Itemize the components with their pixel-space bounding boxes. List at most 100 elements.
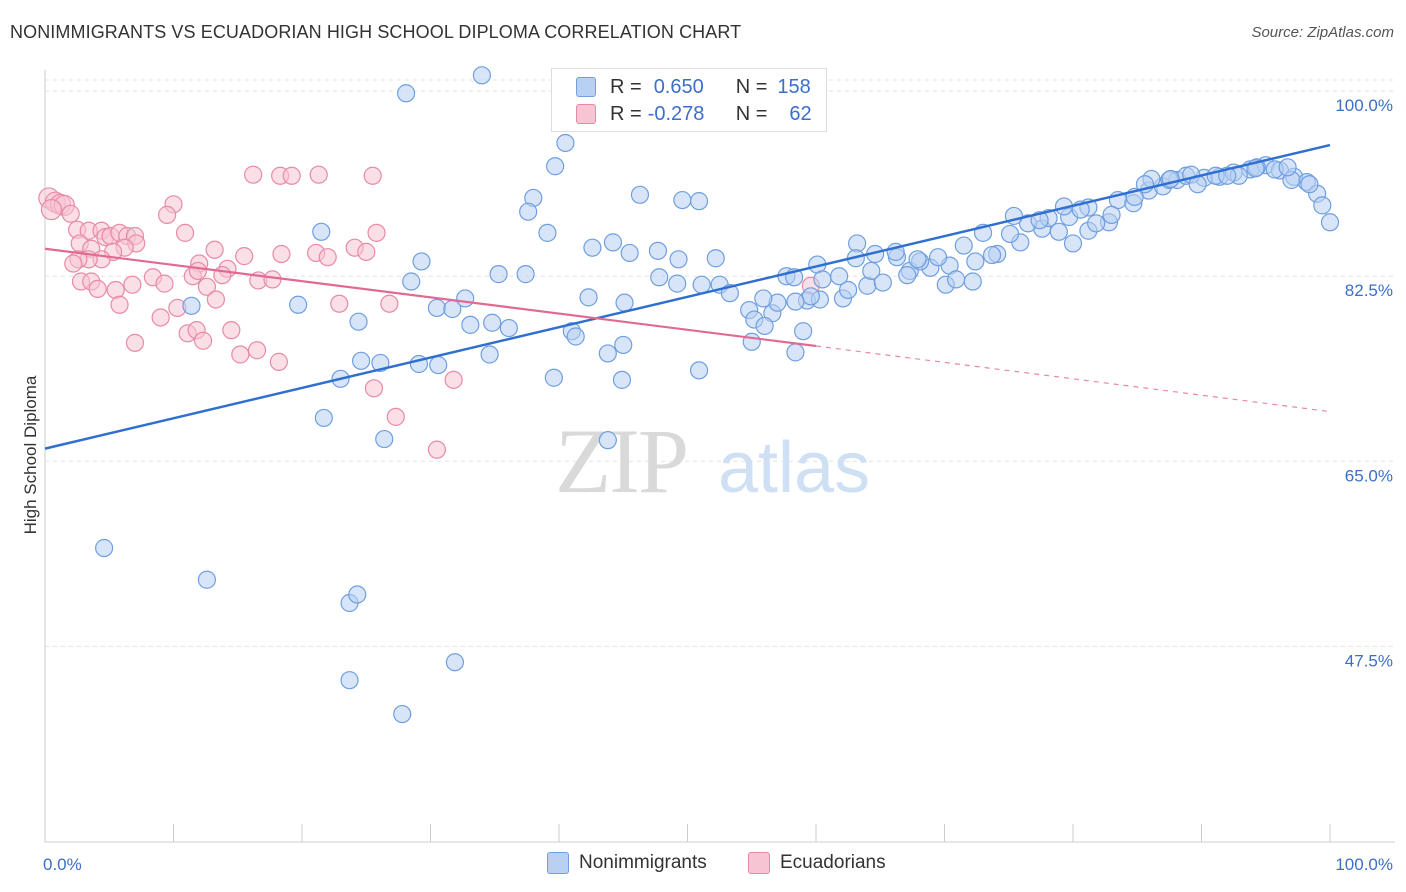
ecuadorians-point [40,198,63,221]
legend-row-ecuadorians: R = -0.278 N = 62 [576,101,812,127]
nonimmigrants-point [546,157,565,176]
nonimmigrants-point [375,429,394,449]
legend-n-value: 158 [777,75,811,98]
nonimmigrants-point [429,355,448,375]
ecuadorians-point [427,440,447,459]
ecuadorians-trend-line [44,247,817,348]
watermark-atlas: atlas [718,428,870,508]
nonimmigrants-point [612,370,632,389]
nonimmigrants-point [966,252,985,271]
nonimmigrants-point [898,266,917,285]
nonimmigrants-point [839,280,858,300]
nonimmigrants-point [544,368,563,387]
nonimmigrants-point [862,261,881,281]
nonimmigrants-point [786,292,805,311]
ecuadorians-point [363,166,382,185]
nonimmigrants-point [566,327,585,346]
ecuadorians-point [110,295,129,314]
legend-n-label: N = [735,75,768,98]
nonimmigrants-point [706,249,725,268]
nonimmigrants-point [668,274,687,293]
nonimmigrants-point [908,250,927,269]
nonimmigrants-point [982,245,1002,265]
nonimmigrants-point [579,288,598,307]
nonimmigrants-point [516,265,535,284]
legend-item-nonimmigrants[interactable]: Nonimmigrants [547,852,707,874]
series-legend: Nonimmigrants Ecuadorians [0,848,1406,880]
nonimmigrants-points [95,66,1340,724]
x-tick-label: 0.0% [43,855,82,874]
nonimmigrants-point [349,312,368,331]
ecuadorians-point [444,370,463,389]
nonimmigrants-point [314,408,333,428]
nonimmigrants-point [598,431,617,450]
nonimmigrants-point [412,252,431,271]
legend-item-ecuadorians[interactable]: Ecuadorians [748,852,886,874]
nonimmigrants-point [754,289,773,308]
ecuadorians-point [263,270,282,289]
ecuadorians-point [269,352,288,371]
nonimmigrants-point [427,298,447,318]
ecuadorians-point [197,277,217,296]
nonimmigrants-point [312,222,331,241]
nonimmigrants-point [472,66,491,85]
nonimmigrants-point [648,241,668,260]
ecuadorians-point [61,204,80,223]
nonimmigrants-point [650,268,669,287]
ecuadorians-point [206,290,226,309]
ecuadorians-point [175,223,195,242]
nonimmigrants-point [461,315,480,334]
ecuadorians-point [157,205,177,224]
grid-layer [45,79,1395,647]
nonimmigrants-point [1087,214,1106,233]
legend-swatch-nonimmigrants [547,852,569,874]
legend-swatch-pink [576,104,596,124]
correlation-legend: R = 0.650 N = 158 R = -0.278 N = 62 [551,68,827,132]
nonimmigrants-point [556,133,575,153]
nonimmigrants-point [963,272,982,291]
nonimmigrants-point [1000,224,1020,244]
ecuadorians-point [272,244,291,264]
nonimmigrants-point [182,296,201,315]
nonimmigrants-point [480,345,499,364]
axis-layer: 47.5% 65.0% 82.5% 100.0% 0.0% 100.0% [43,70,1395,874]
legend-r-label: R = [610,102,642,125]
nonimmigrants-point [873,273,892,292]
nonimmigrants-point [620,243,639,263]
nonimmigrants-point [95,538,114,558]
nonimmigrants-point [445,653,465,672]
nonimmigrants-point [1313,196,1332,215]
nonimmigrants-point [402,272,421,291]
ecuadorians-point [386,407,405,426]
ecuadorians-point [64,254,83,273]
nonimmigrants-point [954,236,973,255]
ecuadorians-point [318,248,337,267]
nonimmigrants-point [443,299,462,319]
nonimmigrants-point [489,265,508,284]
legend-swatch-blue [576,77,596,97]
ecuadorians-point [125,333,145,352]
nonimmigrants-point [538,223,557,242]
nonimmigrants-point [813,270,832,289]
y-axis-label: High School Diploma [21,375,40,534]
nonimmigrants-point [1063,234,1083,253]
nonimmigrants-point [786,343,805,362]
ecuadorians-point [231,345,250,364]
ecuadorians-point [213,266,232,285]
ecuadorians-trend-extension [815,345,1331,413]
nonimmigrants-point [692,275,711,294]
ecuadorians-point [367,223,386,242]
ecuadorians-point [205,240,224,259]
ecuadorians-point [309,165,328,184]
legend-r-value: 0.650 [653,75,704,98]
ecuadorians-point [282,166,301,185]
ecuadorians-point [123,275,142,294]
y-tick-label: 100.0% [1335,96,1393,115]
legend-swatch-ecuadorians [748,852,770,874]
watermark: ZIP atlas [555,410,870,512]
legend-r-label: R = [610,75,642,98]
ecuadorians-point [151,308,170,327]
nonimmigrants-point [483,313,502,332]
nonimmigrants-point [801,287,820,306]
